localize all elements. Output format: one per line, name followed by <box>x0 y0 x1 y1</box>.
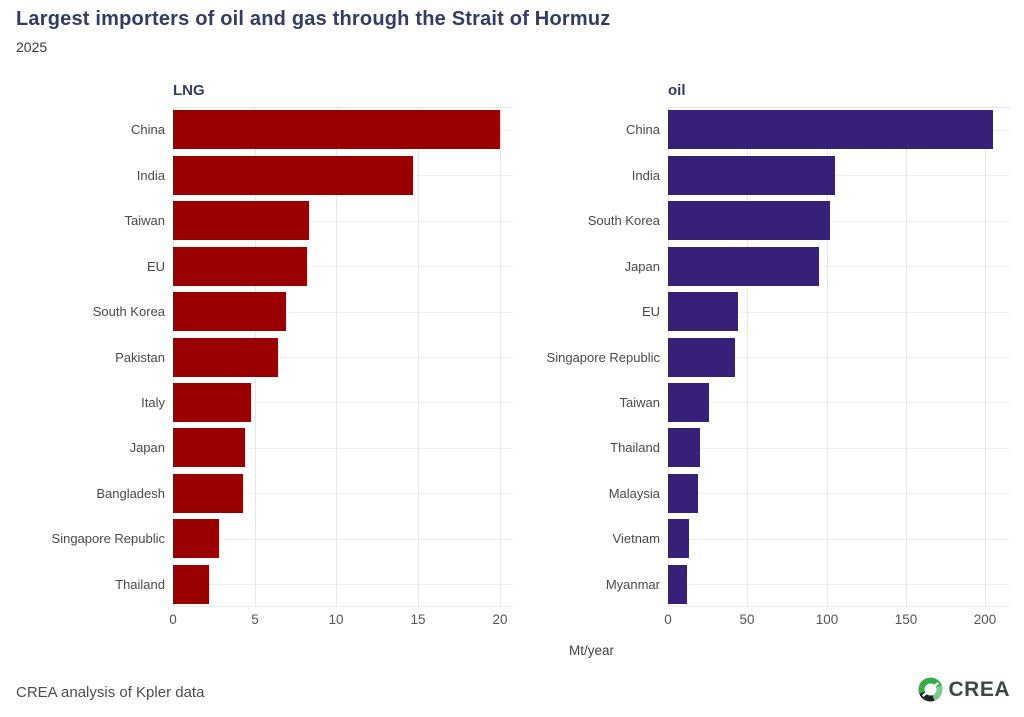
bar-lng-singapore-republic <box>173 519 219 558</box>
gridline-horizontal <box>173 402 513 403</box>
bar-oil-malaysia <box>668 474 698 513</box>
gridline-horizontal <box>173 493 513 494</box>
category-label: Bangladesh <box>96 486 165 501</box>
bar-oil-singapore-republic <box>668 338 735 377</box>
gridline-vertical <box>418 107 419 607</box>
x-tick-label: 150 <box>894 612 918 627</box>
category-label: Myanmar <box>605 577 660 592</box>
bar-lng-china <box>173 110 500 149</box>
x-tick-label: 5 <box>251 612 259 627</box>
facet-title-lng: LNG <box>173 82 205 99</box>
gridline-horizontal <box>668 357 1010 358</box>
x-tick-label: 0 <box>169 612 177 627</box>
bar-lng-pakistan <box>173 338 278 377</box>
x-tick-label: 0 <box>664 612 672 627</box>
plot-top-border <box>173 107 513 108</box>
gridline-horizontal <box>668 493 1010 494</box>
x-tick-label: 10 <box>328 612 344 627</box>
gridline-vertical <box>747 107 748 607</box>
bar-lng-japan <box>173 428 245 467</box>
category-label: Malaysia <box>608 486 660 501</box>
gridline-horizontal <box>668 266 1010 267</box>
category-label: Japan <box>129 440 165 455</box>
gridline-horizontal <box>173 539 513 540</box>
plot-area-lng <box>173 107 513 607</box>
category-label: Singapore Republic <box>51 531 165 546</box>
bar-oil-india <box>668 156 835 195</box>
bar-oil-vietnam <box>668 519 689 558</box>
plot-top-border <box>668 107 1010 108</box>
plot-bottom-border <box>668 606 1010 607</box>
gridline-vertical <box>336 107 337 607</box>
facet-title-oil: oil <box>668 82 686 99</box>
x-tick-label: 50 <box>739 612 755 627</box>
gridline-vertical <box>985 107 986 607</box>
bar-oil-japan <box>668 247 819 286</box>
bar-oil-myanmar <box>668 565 687 604</box>
bar-lng-thailand <box>173 565 209 604</box>
chart-title: Largest importers of oil and gas through… <box>16 8 611 30</box>
category-label: Japan <box>624 259 660 274</box>
category-label: EU <box>641 304 660 319</box>
bar-oil-taiwan <box>668 383 709 422</box>
plot-bottom-border <box>173 606 513 607</box>
bar-lng-eu <box>173 247 307 286</box>
bar-lng-italy <box>173 383 251 422</box>
gridline-horizontal <box>668 221 1010 222</box>
gridline-vertical <box>906 107 907 607</box>
gridline-horizontal <box>173 266 513 267</box>
gridline-horizontal <box>173 357 513 358</box>
category-label: South Korea <box>587 213 660 228</box>
gridline-horizontal <box>173 584 513 585</box>
gridline-horizontal <box>668 175 1010 176</box>
category-label: China <box>131 122 165 137</box>
bar-oil-china <box>668 110 993 149</box>
gridline-vertical <box>500 107 501 607</box>
bar-lng-bangladesh <box>173 474 243 513</box>
crea-logo-text: CREA <box>948 677 1010 701</box>
source-caption: CREA analysis of Kpler data <box>16 684 205 701</box>
plot-area-oil <box>668 107 1010 607</box>
gridline-horizontal <box>173 448 513 449</box>
category-label: Taiwan <box>619 395 660 410</box>
gridline-horizontal <box>668 312 1010 313</box>
category-label: Pakistan <box>115 350 165 365</box>
x-axis-title: Mt/year <box>568 643 614 658</box>
x-tick-label: 100 <box>815 612 839 627</box>
gridline-horizontal <box>173 221 513 222</box>
gridline-vertical <box>827 107 828 607</box>
bar-oil-eu <box>668 292 738 331</box>
gridline-horizontal <box>173 312 513 313</box>
category-label: India <box>136 168 165 183</box>
crea-logo-icon <box>918 677 943 702</box>
category-label: Taiwan <box>124 213 165 228</box>
bar-lng-taiwan <box>173 201 309 240</box>
gridline-horizontal <box>668 539 1010 540</box>
category-label: Italy <box>141 395 165 410</box>
bar-lng-south-korea <box>173 292 286 331</box>
category-label: Vietnam <box>612 531 660 546</box>
bar-oil-south-korea <box>668 201 830 240</box>
x-tick-label: 20 <box>492 612 508 627</box>
category-label: EU <box>146 259 165 274</box>
category-label: South Korea <box>92 304 165 319</box>
gridline-horizontal <box>668 402 1010 403</box>
bar-lng-india <box>173 156 413 195</box>
category-label: China <box>626 122 660 137</box>
category-label: Thailand <box>115 577 165 592</box>
gridline-horizontal <box>668 584 1010 585</box>
x-tick-label: 15 <box>410 612 426 627</box>
gridline-horizontal <box>668 448 1010 449</box>
category-label: India <box>631 168 660 183</box>
crea-logo: CREA <box>918 677 1010 702</box>
x-tick-label: 200 <box>973 612 997 627</box>
chart-subtitle: 2025 <box>16 39 48 55</box>
bar-oil-thailand <box>668 428 700 467</box>
category-label: Thailand <box>610 440 660 455</box>
category-label: Singapore Republic <box>546 350 660 365</box>
